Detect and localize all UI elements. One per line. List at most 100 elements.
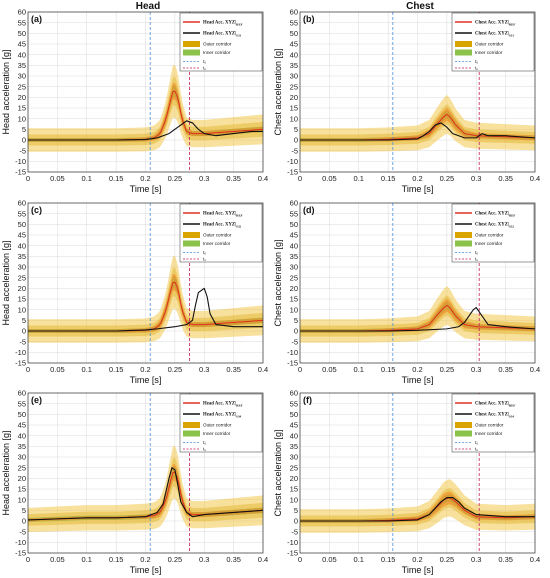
axes-frame: [27, 11, 264, 173]
legend-label: Inner corridor: [475, 241, 503, 246]
x-tick-label: 0.4: [530, 555, 540, 564]
legend-swatch: [455, 240, 472, 247]
x-tick-label: 0.35: [226, 555, 241, 564]
y-tick-label: 30: [290, 263, 298, 272]
y-axis-label: Head acceleration [g]: [1, 430, 11, 515]
legend-label: Inner corridor: [203, 241, 231, 246]
y-tick-label: 20: [290, 474, 298, 483]
legend-label: Head Acc. XYZ|REF: [203, 21, 243, 27]
legend-label: Head Acc. XYZ|REF: [203, 212, 243, 218]
y-tick-label: 40: [290, 50, 298, 59]
y-tick-label: 5: [22, 125, 26, 134]
legend-outer-corridor: Outer corridor: [455, 422, 504, 428]
y-tick-label: 50: [290, 410, 298, 419]
legend-reference: Chest Acc. XYZ|REF: [455, 402, 515, 408]
y-axis-label: Head acceleration [g]: [1, 49, 11, 134]
legend-reference: Chest Acc. XYZ|REF: [455, 212, 515, 218]
legend-label: Inner corridor: [203, 431, 231, 436]
panel-label: (a): [31, 14, 42, 24]
y-tick-label: 30: [290, 72, 298, 81]
simulation-line: [300, 306, 535, 332]
x-tick-label: 0.25: [440, 365, 455, 374]
legend-outer-corridor: Outer corridor: [183, 41, 232, 47]
y-tick-label: 5: [294, 506, 298, 515]
y-tick-label: -5: [291, 337, 298, 346]
panel-3: 0 0.05 0.1 0.15 0.2 0.25 0.3 0.35 0.4-15-10-5051…: [273, 199, 540, 385]
y-tick-label: 50: [290, 29, 298, 38]
legend-t0: t₀: [183, 440, 206, 445]
y-tick-label: 60: [18, 8, 26, 17]
outer-corridor-core: [28, 457, 263, 526]
plot-content: [300, 203, 535, 363]
x-tick-label: 0: [298, 174, 302, 183]
legend-swatch: [455, 422, 472, 428]
legend-label: Chest Acc. XYZ|REF: [475, 21, 515, 27]
legend-label: Inner corridor: [475, 431, 503, 436]
x-tick-label: 0: [298, 555, 302, 564]
x-tick-label: 0.4: [530, 365, 540, 374]
legend-label: t₁: [475, 447, 478, 452]
legend-label: t₀: [475, 250, 478, 255]
y-tick-label: -10: [287, 348, 298, 357]
y-tick-label: 30: [290, 453, 298, 462]
x-tick-label: 0.2: [140, 555, 150, 564]
y-tick-label: 35: [18, 61, 26, 70]
y-tick-label: -15: [15, 359, 26, 368]
legend: Chest Acc. XYZ|REF Chest Acc. XYZ|S34 Oute…: [451, 393, 535, 453]
legend-reference: Head Acc. XYZ|REF: [183, 212, 243, 218]
legend-label: Chest Acc. XYZ|S34: [475, 413, 514, 419]
legend-label: Outer corridor: [475, 423, 504, 428]
x-tick-label: 0.1: [354, 555, 364, 564]
panel-label: (d): [303, 205, 315, 215]
column-title-chest: Chest: [406, 1, 434, 12]
simulation-line: [28, 467, 263, 521]
panel-label: (c): [31, 205, 42, 215]
y-tick-label: 60: [18, 199, 26, 208]
legend-simulation: Chest Acc. XYZ|S32: [455, 223, 514, 228]
legend-label: t₀: [203, 59, 206, 64]
y-tick-label: -5: [19, 527, 26, 536]
legend-label: Chest Acc. XYZ|REF: [475, 402, 515, 408]
simulation-line: [28, 120, 263, 141]
legend-t1: t₁: [455, 447, 478, 452]
y-tick-label: 25: [18, 82, 26, 91]
y-tick-label: -5: [19, 337, 26, 346]
legend-label: Outer corridor: [203, 42, 232, 47]
legend-inner-corridor: Inner corridor: [455, 430, 503, 437]
x-axis-label: Time [s]: [402, 565, 434, 575]
y-tick-label: 60: [290, 8, 298, 17]
y-tick-label: 15: [290, 485, 298, 494]
x-tick-label: 0.15: [381, 365, 396, 374]
y-tick-label: 20: [18, 474, 26, 483]
y-tick-label: 45: [18, 421, 26, 430]
x-tick-label: 0.25: [440, 555, 455, 564]
legend-outer-corridor: Outer corridor: [455, 41, 504, 47]
legend-label: Outer corridor: [203, 423, 232, 428]
x-tick-label: 0.3: [471, 555, 481, 564]
outer-corridor: [28, 255, 263, 343]
x-tick-label: 0.3: [199, 555, 209, 564]
x-tick-label: 0.3: [471, 365, 481, 374]
legend-swatch: [455, 430, 472, 437]
y-axis-label: Chest acceleration [g]: [273, 239, 283, 326]
y-tick-label: 60: [290, 389, 298, 398]
x-tick-label: 0.1: [354, 174, 364, 183]
legend-inner-corridor: Inner corridor: [183, 49, 231, 56]
legend-label: t₁: [203, 447, 206, 452]
y-tick-label: -10: [15, 538, 26, 547]
simulation-line: [300, 122, 535, 141]
panel-4: 0 0.05 0.1 0.15 0.2 0.25 0.3 0.35 0.4-15-10-5051…: [1, 389, 268, 575]
x-tick-label: 0.3: [471, 174, 481, 183]
legend-swatch: [455, 49, 472, 56]
y-tick-label: 25: [18, 273, 26, 282]
y-tick-label: 0: [22, 327, 26, 336]
y-tick-label: 40: [18, 241, 26, 250]
y-tick-label: 55: [290, 209, 298, 218]
x-tick-label: 0.35: [498, 365, 513, 374]
legend-label: Chest Acc. XYZ|REF: [475, 212, 515, 218]
y-tick-label: 35: [290, 61, 298, 70]
x-tick-label: 0.4: [258, 555, 268, 564]
y-tick-label: 30: [18, 72, 26, 81]
